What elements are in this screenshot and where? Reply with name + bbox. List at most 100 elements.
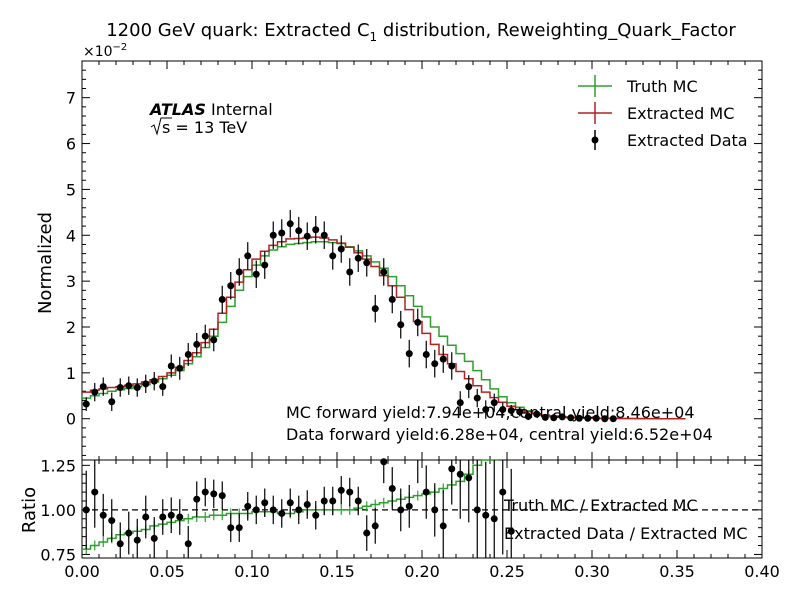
data-point [371,305,379,313]
data-point [380,268,388,276]
data-point [167,362,175,370]
ratio-data-point [269,506,277,514]
ratio-data-point [312,511,320,519]
data-point [592,414,600,422]
y-scale-factor: ×10−2 [83,42,127,60]
legend-entry-extracted-mc: Extracted MC [578,102,734,124]
ratio-data-point [91,488,99,496]
x-tick-label: 0.20 [404,562,440,581]
ratio-data-point [184,540,192,548]
y-tick-label: 7 [66,89,76,108]
ratio-data-point [456,470,464,478]
x-tick-label: 0.05 [149,562,185,581]
ratio-data-point [405,502,413,510]
ratio-data-point [167,511,175,519]
ratio-data-point [431,506,439,514]
x-tick-label: 0.25 [489,562,525,581]
ratio-data-point [210,490,218,498]
ratio-data-point [261,499,269,507]
y-tick-label: 3 [66,272,76,291]
data-point [507,406,515,414]
data-point [133,384,141,392]
energy-label: s = 13 TeV [150,117,247,137]
chart-title: 1200 GeV quark: Extracted C1 distributio… [106,20,736,44]
legend: Truth MC Extracted MC Extracted Data [578,75,748,150]
ratio-data-point [439,522,447,530]
ratio-data-point [371,522,379,530]
data-point [312,226,320,234]
ratio-data-point [193,495,201,503]
ratio-data-point [499,488,507,496]
data-point [533,410,541,418]
ratio-data-point [159,513,167,521]
data-point [558,413,566,421]
ratio-data-point [354,497,362,505]
data-point [303,232,311,240]
data-point [448,362,456,370]
y-tick-label: 5 [66,180,76,199]
data-point [159,383,167,391]
ratio-data-point [422,488,430,496]
data-point [422,351,430,359]
ratio-data-point [150,534,158,542]
data-point [575,414,583,422]
ratio-data-point [286,499,294,507]
data-point [278,229,286,237]
legend-entry-extracted-data: Extracted Data [591,130,748,150]
data-point [116,384,124,392]
data-point [142,380,150,388]
data-point [490,399,498,407]
series-layer [82,210,686,423]
ratio-data-point [363,529,371,537]
data-point [320,231,328,239]
ratio-data-point [295,506,303,514]
x-tick-label: 0.00 [64,562,100,581]
data-point [269,231,277,239]
data-point [218,295,226,303]
data-point [227,282,235,290]
data-point [473,394,481,402]
ratio-data-point [465,474,473,482]
ratio-data-point [346,488,354,496]
ratio-data-point [482,511,490,519]
y-tick-label: 1 [66,364,76,383]
data-point [99,383,107,391]
data-point [235,268,243,276]
y-tick-label: 2 [66,318,76,337]
ratio-data-point [278,509,286,517]
ratio-data-point [176,513,184,521]
data-yield-text: Data forward yield:6.28e+04, central yie… [286,425,713,444]
ratio-data-point [397,506,405,514]
legend-label-truth-mc: Truth MC [626,77,698,96]
ratio-data-point [490,515,498,523]
ratio-tick-label: 0.75 [40,545,76,564]
ratio-data-point [244,502,252,510]
ratio-y-axis-label: Ratio [19,487,40,533]
data-point [176,364,184,372]
y-tick-label: 4 [66,226,76,245]
data-point [456,399,464,407]
data-point [125,382,133,390]
ratio-data-point [142,513,150,521]
legend-label-extracted-mc: Extracted MC [627,104,734,123]
axis-ticks: 0.00 0.05 0.10 0.15 0.20 0.25 0.30 0.35 0.40 0 1 2 3… [40,61,780,581]
ratio-data-point [388,485,396,493]
data-point [201,332,209,340]
data-point [150,377,158,385]
data-point [346,268,354,276]
ratio-data-point [99,511,107,519]
data-point [388,295,396,303]
ratio-data-point [133,536,141,544]
data-point [414,318,422,326]
data-point [329,252,337,260]
data-point [363,259,371,267]
data-point [82,400,90,408]
legend-entry-truth-mc: Truth MC [578,75,698,97]
x-tick-label: 0.40 [744,562,780,581]
data-point [193,340,201,348]
ratio-data-point [227,524,235,532]
sqrt-sign [150,117,172,136]
data-point [482,406,490,414]
x-tick-label: 0.30 [574,562,610,581]
